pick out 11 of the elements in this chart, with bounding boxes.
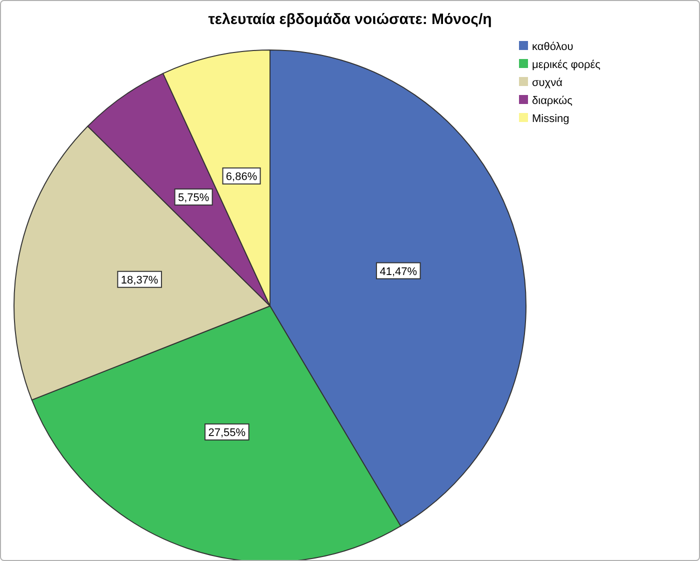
legend-label: καθόλου [532, 41, 574, 53]
data-label: 27,55% [208, 426, 246, 439]
data-label: 6,86% [226, 170, 258, 183]
legend-label: συχνά [532, 77, 562, 89]
data-label: 5,75% [178, 192, 210, 204]
data-label: 18,37% [120, 274, 158, 286]
legend-label: Missing [532, 113, 570, 125]
data-label: 41,47% [380, 266, 418, 278]
legend-label: διαρκώς [532, 95, 572, 107]
chart-title: τελευταία εβδομάδα νοιώσατε: Μόνος/η [207, 11, 493, 28]
legend-label: μερικές φορές [532, 59, 600, 71]
